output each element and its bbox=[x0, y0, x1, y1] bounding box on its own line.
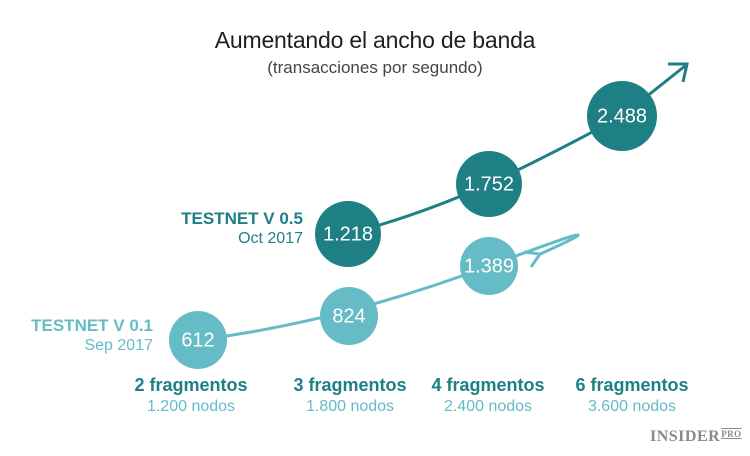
fragments-label: 6 fragmentos bbox=[575, 375, 689, 395]
fragments-label: 4 fragmentos bbox=[431, 375, 545, 395]
diagram-title: Aumentando el ancho de banda bbox=[214, 27, 536, 53]
value-label-1389: 1.389 bbox=[463, 255, 515, 278]
value-label-2488: 2.488 bbox=[596, 105, 648, 128]
testnet-01-arrowhead-icon bbox=[523, 250, 543, 268]
insider-pro-logo: INSIDERPRO bbox=[650, 428, 742, 446]
value-label-1752: 1.752 bbox=[463, 173, 515, 196]
point-1389-circle bbox=[460, 237, 518, 295]
fragments-label: 2 fragmentos bbox=[134, 375, 248, 395]
series-label-testnet-01: TESTNET V 0.1 Sep 2017 bbox=[31, 316, 153, 356]
point-2488-circle bbox=[587, 81, 657, 151]
series-label-testnet-05: TESTNET V 0.5 Oct 2017 bbox=[181, 209, 303, 249]
testnet-05-arrowhead-icon bbox=[668, 62, 689, 83]
series-name: TESTNET V 0.1 bbox=[31, 316, 153, 335]
logo-main: INSIDER bbox=[650, 428, 721, 445]
diagram-subtitle: (transacciones por segundo) bbox=[267, 58, 483, 77]
value-label-1218: 1.218 bbox=[322, 223, 374, 246]
column-6-fragments: 6 fragmentos 3.600 nodos bbox=[552, 374, 712, 418]
point-612-circle bbox=[169, 311, 227, 369]
column-2-fragments: 2 fragmentos 1.200 nodos bbox=[111, 374, 271, 418]
column-4-fragments: 4 fragmentos 2.400 nodos bbox=[408, 374, 568, 418]
logo-suffix: PRO bbox=[721, 429, 742, 439]
point-1752-circle bbox=[456, 151, 522, 217]
value-label-612: 612 bbox=[181, 329, 215, 352]
series-date: Oct 2017 bbox=[238, 230, 303, 247]
series-date: Sep 2017 bbox=[84, 337, 153, 354]
point-824-circle bbox=[320, 287, 378, 345]
series-name: TESTNET V 0.5 bbox=[181, 209, 303, 228]
nodes-label: 3.600 nodos bbox=[587, 398, 677, 415]
point-1218-circle bbox=[315, 201, 381, 267]
value-label-824: 824 bbox=[332, 305, 366, 328]
fragments-label: 3 fragmentos bbox=[293, 375, 407, 395]
nodes-label: 1.200 nodos bbox=[146, 398, 236, 415]
column-3-fragments: 3 fragmentos 1.800 nodos bbox=[270, 374, 430, 418]
nodes-label: 1.800 nodos bbox=[305, 398, 395, 415]
nodes-label: 2.400 nodos bbox=[443, 398, 533, 415]
testnet-01-curve bbox=[197, 233, 580, 342]
